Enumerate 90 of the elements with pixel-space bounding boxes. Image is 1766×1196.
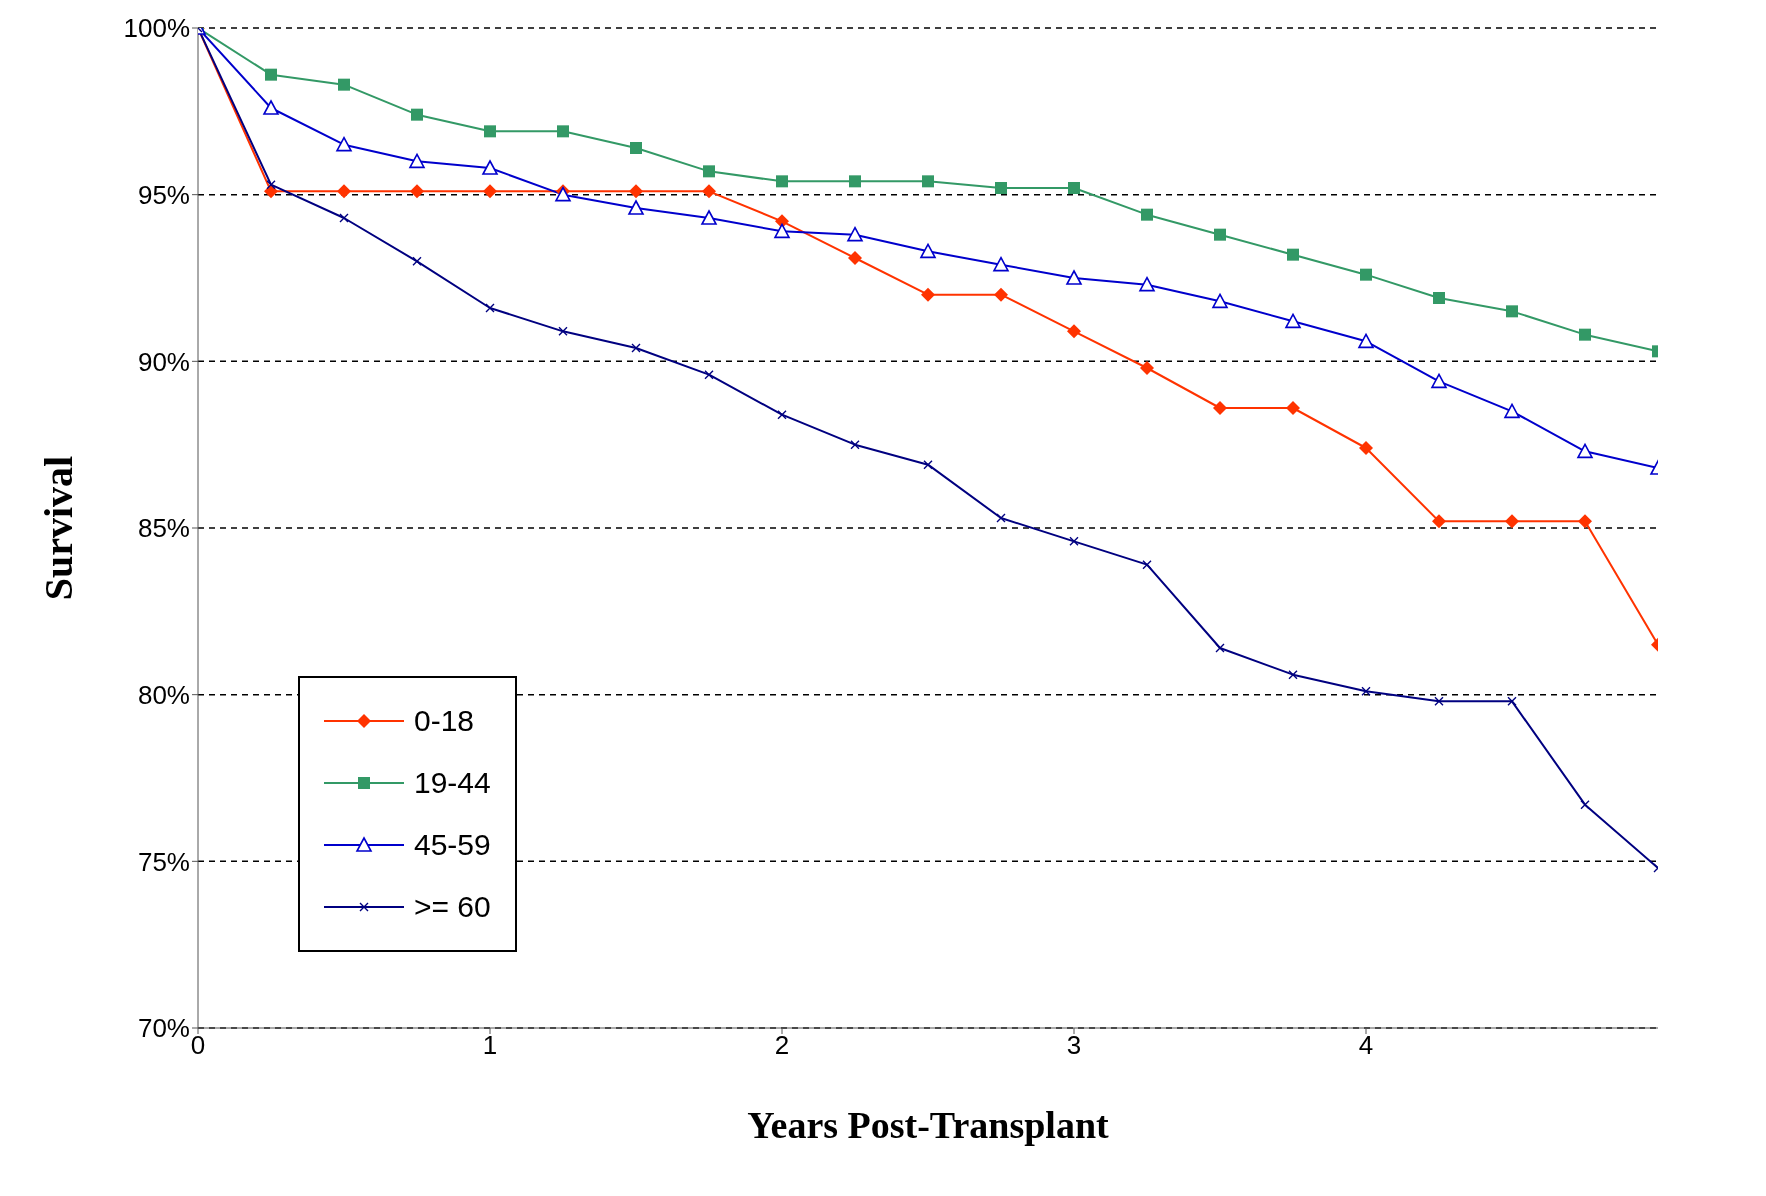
point (265, 68, 277, 81)
legend-label: 0-18 (414, 704, 475, 738)
y-tick-label: 75% (137, 846, 190, 877)
point (776, 175, 788, 188)
point (1142, 559, 1152, 570)
point (1212, 293, 1228, 309)
point (923, 459, 933, 470)
point (1358, 333, 1374, 349)
point (1140, 361, 1154, 375)
point (920, 243, 936, 259)
point (1506, 305, 1518, 318)
point (1505, 514, 1519, 529)
point (994, 287, 1008, 302)
point (485, 303, 495, 313)
point (628, 200, 644, 215)
y-tick-label: 70% (137, 1013, 190, 1044)
point (847, 226, 863, 242)
point (1579, 328, 1591, 341)
x-tick-label: 0 (190, 1030, 206, 1061)
point (411, 108, 423, 121)
point (1433, 292, 1445, 304)
point (922, 175, 934, 188)
point (703, 165, 715, 178)
point (412, 256, 422, 267)
point (1213, 401, 1227, 415)
point (996, 513, 1006, 523)
y-axis-title: Survival (36, 455, 82, 601)
point (483, 184, 497, 199)
y-tick-label: 90% (137, 346, 190, 377)
point (1141, 208, 1153, 221)
point (850, 439, 860, 450)
point (1215, 643, 1225, 653)
legend-label: 19-44 (414, 766, 491, 800)
point (1069, 536, 1079, 547)
x-tick-label: 4 (1358, 1030, 1374, 1061)
x-tick-label: 1 (482, 1030, 498, 1061)
point (1504, 403, 1520, 419)
legend-label: >= 60 (414, 890, 491, 924)
point (409, 153, 425, 169)
x-tick-label: 2 (774, 1030, 790, 1061)
point (995, 182, 1007, 194)
point (1360, 268, 1372, 281)
point (482, 160, 498, 175)
point (777, 409, 787, 420)
point (630, 142, 642, 154)
point (263, 100, 279, 115)
point (1580, 799, 1590, 810)
point (1067, 324, 1081, 339)
y-tick-label: 95% (137, 179, 190, 210)
point (704, 369, 714, 380)
point (558, 326, 568, 337)
point (1361, 686, 1371, 697)
point (629, 184, 643, 199)
point (1285, 313, 1301, 329)
point (484, 125, 496, 138)
point (921, 287, 935, 302)
point (1214, 228, 1226, 241)
point (848, 251, 862, 265)
point (774, 223, 790, 239)
point (338, 78, 350, 91)
point (1359, 441, 1373, 455)
x-tick-label: 3 (1066, 1030, 1082, 1061)
y-tick-label: 80% (137, 679, 190, 710)
point (1578, 514, 1592, 529)
point (1066, 270, 1082, 285)
point (557, 125, 569, 138)
point (1577, 443, 1593, 459)
point (1139, 276, 1155, 292)
y-tick-label: 100% (123, 13, 190, 44)
point (1286, 401, 1300, 415)
point (849, 175, 861, 188)
x-axis-title: Years Post-Transplant (747, 1104, 1110, 1146)
point (266, 179, 276, 190)
point (1507, 696, 1517, 707)
point (1431, 373, 1447, 389)
point (631, 343, 641, 353)
point (1068, 182, 1080, 194)
point (336, 136, 352, 152)
point (337, 184, 351, 199)
point (993, 256, 1009, 272)
point (1288, 669, 1298, 680)
point (410, 184, 424, 199)
point (339, 213, 349, 223)
point (1434, 696, 1444, 707)
y-tick-label: 85% (137, 513, 190, 544)
point (701, 210, 717, 225)
point (1287, 248, 1299, 261)
point (1432, 514, 1446, 529)
legend-label: 45-59 (414, 828, 491, 862)
point (702, 184, 716, 199)
